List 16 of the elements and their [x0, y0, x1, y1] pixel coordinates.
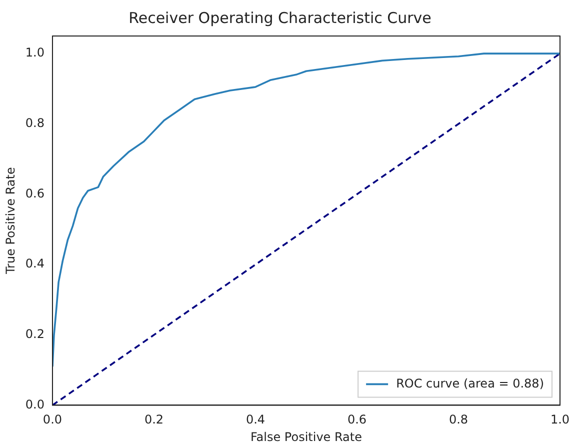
- x-tick-label: 1.0: [550, 412, 570, 427]
- chart-title: Receiver Operating Characteristic Curve: [128, 8, 432, 27]
- y-tick-label: 0.0: [25, 397, 44, 412]
- y-tick-label: 0.4: [25, 256, 44, 271]
- y-tick-label: 1.0: [25, 46, 44, 60]
- legend-label: ROC curve (area = 0.88): [396, 376, 544, 390]
- x-tick-label: 0.0: [42, 412, 62, 427]
- x-axis-title: False Positive Rate: [250, 430, 362, 444]
- x-tick-label: 0.2: [144, 412, 164, 427]
- x-tick-label: 0.4: [246, 412, 266, 427]
- y-tick-label: 0.6: [25, 186, 44, 200]
- y-axis-title: True Positive Rate: [3, 167, 18, 276]
- y-tick-label: 0.8: [25, 116, 44, 130]
- y-tick-label: 0.2: [25, 327, 44, 341]
- x-tick-label: 0.8: [448, 412, 468, 427]
- x-tick-label: 0.6: [347, 412, 367, 427]
